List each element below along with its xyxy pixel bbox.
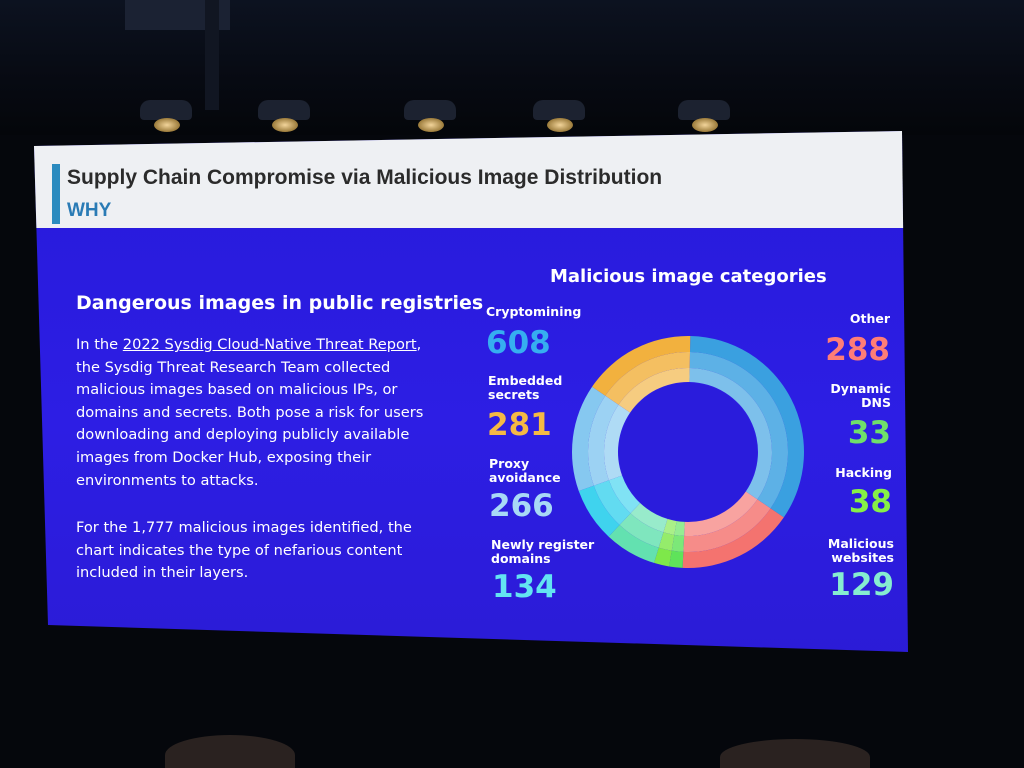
stage-light [533, 100, 585, 134]
value-proxy-avoidance: 266 [489, 488, 554, 524]
slide-title: Supply Chain Compromise via Malicious Im… [67, 166, 663, 189]
donut-slice-embedded-secrets-band-2 [618, 368, 690, 413]
stage-light [258, 100, 310, 134]
label-embedded-secrets: Embedded secrets [488, 374, 562, 402]
ceiling [0, 0, 1024, 135]
audience-head [165, 735, 295, 768]
label-other: Other [790, 312, 890, 326]
title-accent-bar [52, 164, 60, 224]
value-cryptomining: 608 [486, 325, 551, 361]
label-proxy-avoidance: Proxy avoidance [489, 457, 561, 485]
donut-slice-proxy-avoidance [572, 386, 606, 492]
donut-slice-dynamic-dns-band-1 [671, 534, 685, 552]
donut-slice-other-band-1 [683, 499, 771, 552]
value-other: 288 [825, 332, 890, 368]
label-line: Newly register [491, 537, 595, 552]
slide-subtitle: WHY [67, 200, 112, 221]
audience-head [720, 739, 870, 768]
donut-slice-proxy-avoidance-band-2 [604, 404, 631, 481]
intro-paragraph: In the 2022 Sysdig Cloud-Native Threat R… [76, 334, 446, 492]
slide-title-bar: Supply Chain Compromise via Malicious Im… [34, 131, 908, 228]
donut-slice-hacking [653, 547, 672, 567]
label-hacking: Hacking [790, 466, 892, 480]
label-dynamic-dns: Dynamic DNS [790, 382, 891, 410]
donut-slice-hacking-band-1 [658, 532, 675, 551]
donut-slice-other-band-2 [684, 491, 758, 536]
ceiling-cable [205, 0, 219, 110]
donut-slice-malicious-websites-band-1 [619, 513, 664, 548]
intro-prefix: In the [76, 336, 123, 353]
value-malicious-websites: 129 [829, 567, 894, 603]
donut-chart [572, 336, 804, 568]
label-malicious-websites: Malicious websites [790, 537, 894, 565]
donut-slice-proxy-avoidance-band-1 [588, 395, 619, 486]
label-line: DNS [861, 395, 891, 410]
donut-slice-malicious-websites [608, 524, 659, 563]
value-dynamic-dns: 33 [847, 415, 891, 451]
label-line: Embedded [488, 373, 563, 388]
label-cryptomining: Cryptomining [486, 305, 581, 319]
donut-slice-embedded-secrets [592, 336, 691, 396]
label-line: Malicious [827, 536, 894, 551]
label-line: Other [849, 311, 890, 326]
donut-slice-dynamic-dns-band-2 [674, 521, 685, 536]
audience-heads [0, 735, 1024, 768]
left-heading: Dangerous images in public registries [76, 292, 484, 314]
value-newly-register-domains: 134 [492, 569, 557, 605]
stage-light [678, 100, 730, 134]
donut-hole [619, 383, 757, 521]
intro-rest: , the Sysdig Threat Research Team collec… [76, 336, 424, 489]
donut-slice-newly-register-domains [578, 485, 620, 537]
stage-light [404, 100, 456, 134]
value-embedded-secrets: 281 [487, 407, 552, 443]
summary-paragraph: For the 1,777 malicious images identifie… [76, 519, 412, 582]
threat-report-link[interactable]: 2022 Sysdig Cloud-Native Threat Report [122, 336, 417, 353]
label-line: Proxy [489, 456, 530, 471]
donut-slice-cryptomining-band-2 [689, 368, 772, 500]
donut-slice-newly-register-domains-band-2 [608, 475, 641, 514]
value-hacking: 38 [848, 484, 892, 520]
donut-slice-dynamic-dns [669, 550, 684, 568]
donut-slice-hacking-band-2 [663, 518, 677, 535]
donut-slice-cryptomining [689, 336, 804, 518]
donut-slice-other [682, 508, 784, 568]
label-line: secrets [488, 387, 540, 402]
donut-slice-malicious-websites-band-2 [630, 503, 668, 533]
label-line: Hacking [835, 465, 892, 480]
donut-slice-newly-register-domains-band-1 [593, 480, 631, 525]
chart-heading: Malicious image categories [550, 266, 827, 287]
donut-slice-embedded-secrets-band-1 [605, 352, 690, 405]
stage-light [140, 100, 192, 134]
label-line: Cryptomining [486, 304, 582, 319]
donut-slice-cryptomining-band-1 [689, 352, 788, 509]
label-line: domains [491, 551, 551, 566]
label-line: Dynamic [830, 381, 891, 396]
label-line: websites [831, 550, 894, 565]
label-line: avoidance [489, 470, 561, 485]
label-newly-register-domains: Newly register domains [491, 538, 594, 566]
